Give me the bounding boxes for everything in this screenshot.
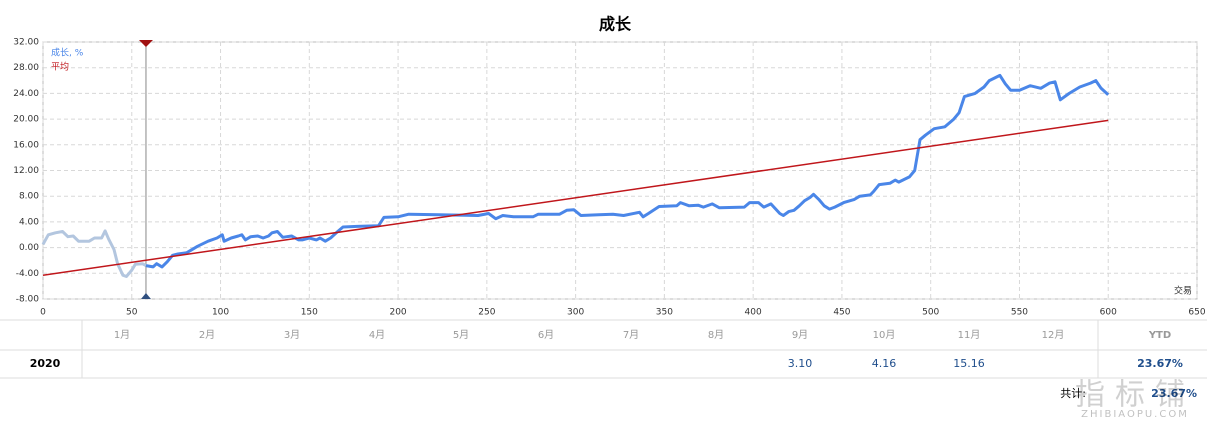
cursor-bottom: [140, 293, 151, 299]
x-tick-label: 0: [40, 308, 46, 318]
x-tick-label: 450: [833, 308, 850, 318]
table-header: 2月: [199, 329, 215, 341]
y-tick-label: 4.00: [19, 217, 39, 227]
x-tick-label: 550: [1011, 308, 1028, 318]
x-tick-label: 50: [126, 308, 138, 318]
total-label: 共计:: [1060, 387, 1086, 400]
y-tick-label: 32.00: [13, 38, 39, 48]
table-header: 3月: [284, 329, 300, 341]
table-header: 7月: [623, 329, 639, 341]
watermark-url: ZHIBIAOPU.COM: [1081, 409, 1189, 420]
table-cell: 23.67%: [1137, 357, 1183, 370]
x-tick-label: 250: [478, 308, 495, 318]
table-cell: 4.16: [872, 357, 897, 370]
y-tick-label: 20.00: [13, 115, 39, 125]
table-cell: 15.16: [953, 357, 985, 370]
row-label: 2020: [30, 357, 61, 370]
table-header: 10月: [873, 329, 896, 341]
x-tick-label: 500: [922, 308, 939, 318]
y-tick-label: 12.00: [13, 166, 39, 176]
x-tick-label: 650: [1188, 308, 1205, 318]
table-header: 11月: [958, 329, 981, 341]
legend-label: 平均: [51, 61, 69, 73]
table-header: 4月: [369, 329, 385, 341]
table-header: YTD: [1148, 330, 1171, 341]
chart-title: 成长: [599, 15, 632, 34]
table-header: 6月: [538, 329, 554, 341]
x-tick-label: 400: [745, 308, 762, 318]
x-tick-label: 200: [389, 308, 406, 318]
table-header: 8月: [708, 329, 724, 341]
x-tick-label: 150: [301, 308, 318, 318]
x-axis-label: 交易: [1174, 285, 1192, 297]
legend-label: 成长, %: [51, 47, 84, 59]
x-tick-label: 350: [656, 308, 673, 318]
table-header: 5月: [453, 329, 469, 341]
y-tick-label: 16.00: [13, 140, 39, 150]
table-header: 9月: [792, 329, 808, 341]
line: [42, 119, 1109, 276]
cursor-top: [138, 40, 153, 47]
total-value: 23.67%: [1151, 387, 1197, 400]
table-cell: 3.10: [788, 357, 813, 370]
y-tick-label: 28.00: [13, 63, 39, 73]
table-header: 1月: [114, 329, 130, 341]
y-tick-label: -4.00: [16, 269, 40, 279]
y-tick-label: 0.00: [19, 243, 39, 253]
y-tick-label: 8.00: [19, 192, 39, 202]
line: [145, 73, 1110, 269]
watermark: 指标铺: [1075, 378, 1195, 413]
y-tick-label: 24.00: [13, 89, 39, 99]
x-tick-label: 300: [567, 308, 584, 318]
line-faded: [41, 229, 147, 278]
x-tick-label: 100: [212, 308, 229, 318]
x-tick-label: 600: [1100, 308, 1117, 318]
table-header: 12月: [1042, 329, 1065, 341]
y-tick-label: -8.00: [16, 295, 40, 305]
